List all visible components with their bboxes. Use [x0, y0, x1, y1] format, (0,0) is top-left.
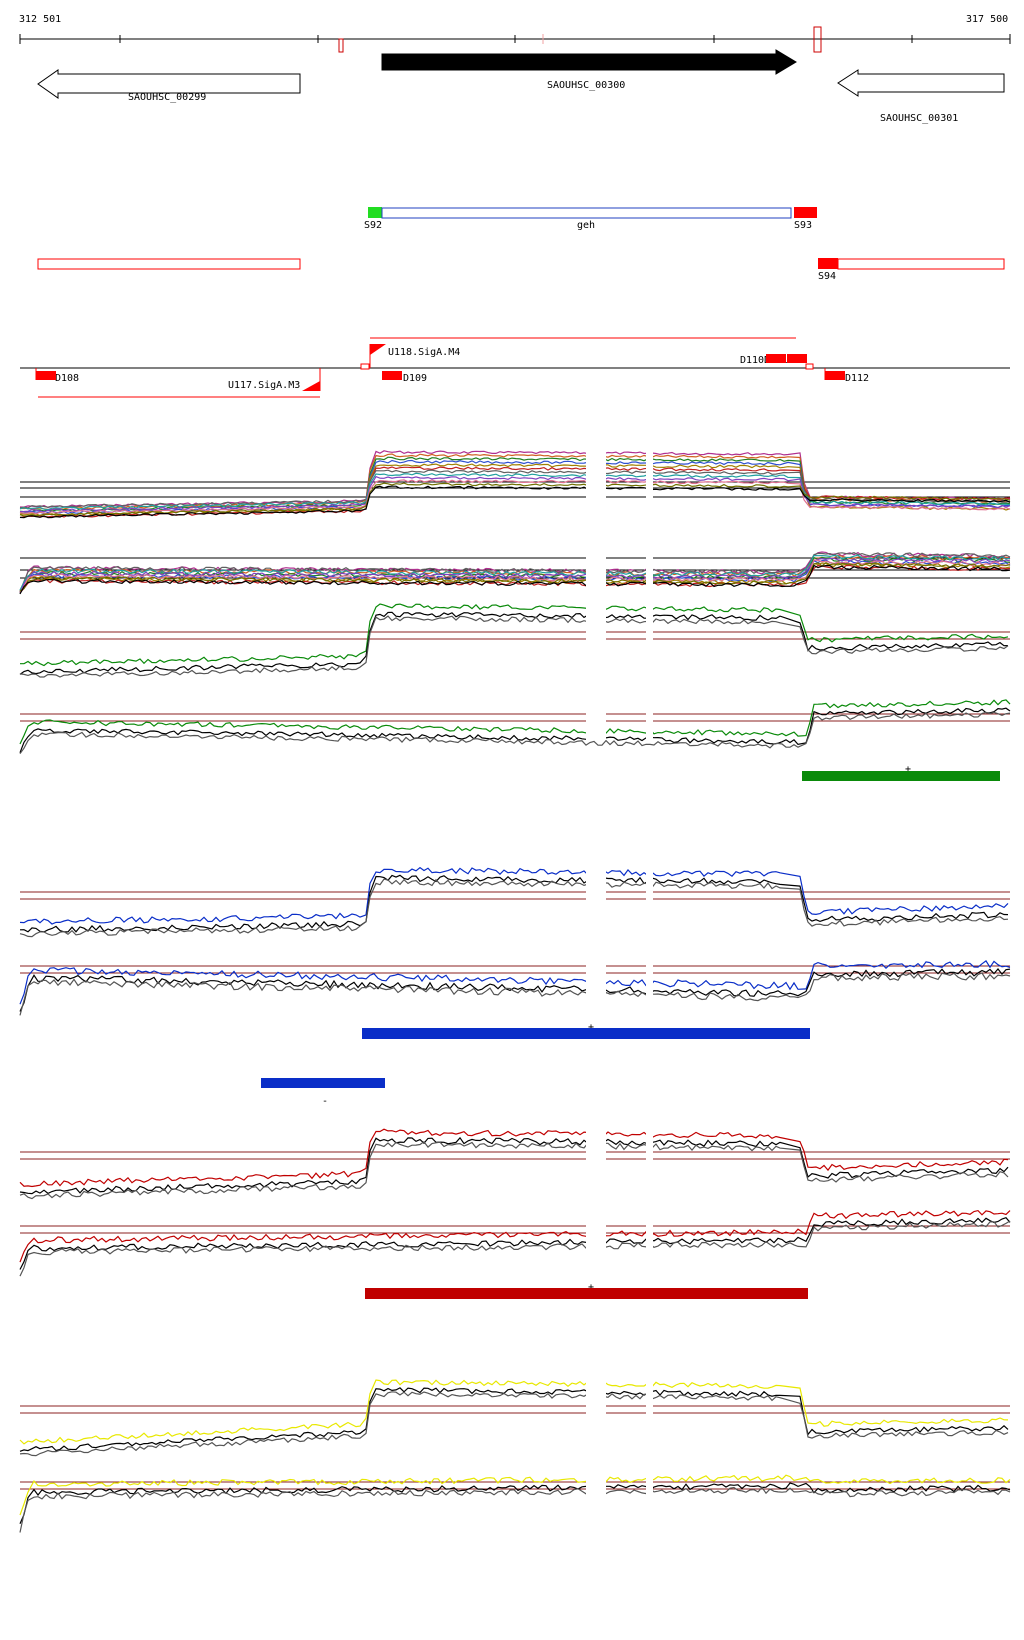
red-bar-sign: +	[588, 1282, 595, 1293]
expression-profile-reference	[19, 611, 1009, 675]
expression-profile-reference	[19, 878, 1009, 938]
gene-label-saouhsc-00300[interactable]: SAOUHSC_00300	[547, 80, 626, 91]
segment-label-s92: S92	[364, 220, 383, 231]
condition-profile	[19, 554, 1011, 591]
yellow-expression-bottom	[19, 1474, 1011, 1533]
green-expression-bottom	[19, 699, 1011, 755]
transcription-features	[20, 337, 1010, 398]
condition-profile	[19, 557, 1011, 594]
segment-s94-bar[interactable]	[818, 258, 838, 269]
expression-profile-reference	[19, 1220, 1011, 1277]
segment-s93-bar[interactable]	[794, 207, 817, 218]
feature-label-u117: U117.SigA.M3	[228, 380, 301, 391]
d110-marker[interactable]	[766, 354, 786, 363]
segment-label-s93: S93	[794, 220, 813, 231]
condition-profile	[19, 564, 1011, 594]
segment-geh-bar[interactable]	[381, 207, 792, 219]
yellow-expression-top	[19, 1379, 1010, 1457]
expression-profile-reference	[19, 615, 1009, 678]
coordinate-ruler	[19, 26, 1011, 53]
expression-profile	[19, 1379, 1009, 1445]
expression-profile	[19, 866, 1009, 925]
green-bar-sign: +	[905, 764, 912, 775]
segment-right-bar[interactable]	[837, 258, 1005, 270]
expression-profile	[19, 960, 1011, 1005]
red-segment-bar[interactable]	[365, 1288, 808, 1299]
expression-profile	[19, 1128, 1009, 1188]
condition-profile	[19, 450, 1011, 509]
expression-profile-reference	[19, 1140, 1009, 1200]
expression-profile-reference	[19, 1217, 1011, 1270]
condition-profile	[19, 482, 1011, 517]
green-segment-bar[interactable]	[802, 771, 1000, 781]
gene-label-saouhsc-00301[interactable]: SAOUHSC_00301	[880, 113, 959, 124]
green-expression-top	[19, 603, 1010, 678]
red-expression-bottom	[19, 1209, 1011, 1277]
expression-profile-reference	[19, 1486, 1011, 1533]
condition-profile	[19, 559, 1011, 593]
condition-profile	[19, 472, 1011, 511]
expression-profile-reference	[19, 707, 1011, 753]
expression-profile-reference	[19, 1136, 1009, 1195]
red-expression-top	[19, 1128, 1010, 1200]
blue-expression-top	[19, 866, 1010, 938]
feature-label-d108: D108	[55, 373, 80, 384]
end-coordinate: 317 500	[966, 14, 1009, 25]
expression-profile-reference	[19, 1387, 1009, 1452]
expression-profile-reference	[19, 1391, 1009, 1457]
expression-profile	[19, 699, 1011, 745]
expression-profile-reference	[19, 968, 1011, 1012]
blue-segment-bar[interactable]	[362, 1028, 810, 1039]
d108-marker[interactable]	[36, 371, 56, 380]
condition-profile	[19, 564, 1011, 595]
feature-label-u118: U118.SigA.M4	[388, 347, 461, 358]
blue-bar-sign: +	[588, 1022, 595, 1033]
feature-label-d109: D109	[403, 373, 428, 384]
condition-profile	[19, 475, 1011, 513]
gene-arrow-saouhsc-00301[interactable]	[837, 69, 1005, 97]
multi-condition-expression-top	[19, 450, 1011, 519]
expression-profile-reference	[19, 874, 1009, 933]
d109-marker[interactable]	[382, 371, 402, 380]
expression-profile	[19, 603, 1009, 667]
expression-profile	[19, 1209, 1011, 1263]
feature-label-d112: D112	[845, 373, 870, 384]
blue-minus-segment-bar[interactable]	[261, 1078, 385, 1088]
condition-profile	[19, 479, 1011, 515]
condition-profile	[19, 561, 1011, 592]
start-coordinate: 312 501	[19, 14, 62, 25]
expression-profile	[19, 1474, 1011, 1516]
gene-arrow-saouhsc-00300[interactable]	[381, 49, 797, 75]
segment-s92-bar[interactable]	[368, 207, 382, 218]
blue-minus-bar-sign: -	[322, 1096, 329, 1107]
condition-profile	[19, 552, 1011, 592]
gene-arrow-saouhsc-00299[interactable]	[37, 69, 301, 99]
expression-profile-reference	[19, 972, 1011, 1016]
gene-label-saouhsc-00299[interactable]: SAOUHSC_00299	[128, 92, 207, 103]
u118-promoter-flag[interactable]	[370, 344, 386, 355]
data-gaps	[586, 430, 653, 1520]
segment-label-s94: S94	[818, 271, 837, 282]
feature-label-d110: D110	[740, 355, 765, 366]
expression-profile-reference	[19, 711, 1011, 755]
condition-profile	[19, 485, 1011, 519]
d112-marker[interactable]	[825, 371, 845, 380]
u117-promoter-flag[interactable]	[302, 381, 320, 391]
blue-expression-bottom	[19, 960, 1011, 1016]
multi-condition-expression-bottom	[19, 551, 1011, 595]
d111-marker[interactable]	[787, 354, 807, 363]
segment-left-bar[interactable]	[37, 258, 301, 270]
segment-label-geh: geh	[577, 220, 596, 231]
